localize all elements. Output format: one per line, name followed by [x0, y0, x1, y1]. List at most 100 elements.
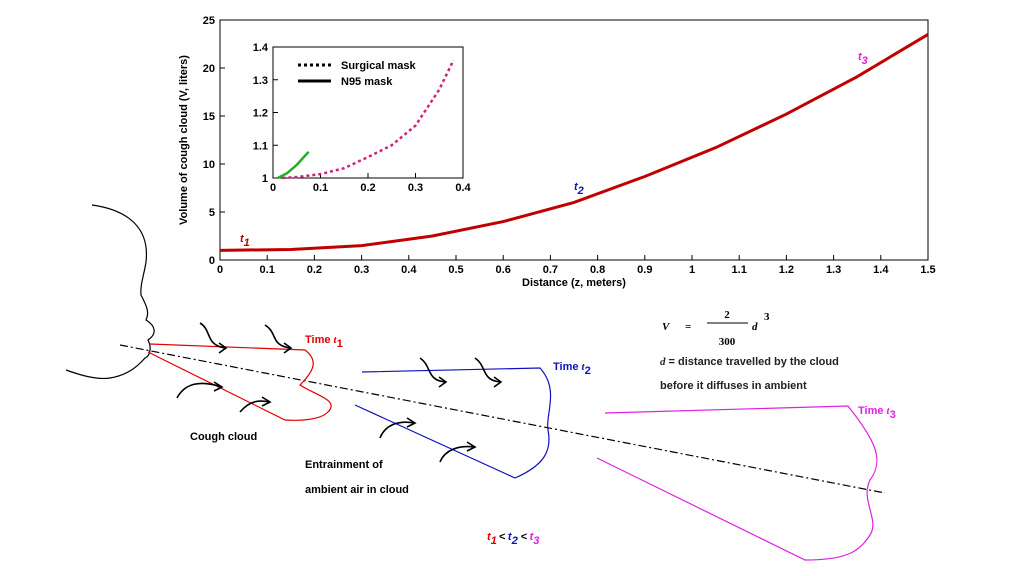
diagram-label: ambient air in cloud	[305, 484, 409, 496]
x-tick-label: 0.3	[408, 182, 423, 194]
x-tick-label: 1.1	[732, 264, 747, 276]
legend-label: N95 mask	[341, 76, 393, 88]
y-tick-label: 1	[262, 173, 268, 185]
x-tick-label: 0.8	[590, 264, 605, 276]
text-part: Time	[858, 405, 887, 417]
diagram-label: t1	[487, 531, 497, 547]
x-tick-label: 1.5	[920, 264, 935, 276]
text-part: t	[487, 531, 492, 543]
sub-part: 2	[585, 365, 591, 377]
cloud-t2	[354, 367, 552, 479]
x-tick-label: 0	[217, 264, 223, 276]
eq-lhs: V	[662, 321, 671, 333]
diagram-label: Time t2	[553, 361, 591, 377]
text-part: ambient air in cloud	[305, 484, 409, 496]
arrows	[176, 322, 503, 463]
y-tick-label: 0	[209, 255, 215, 267]
series-line	[282, 59, 455, 180]
text-part: Entrainment of	[305, 459, 383, 471]
series-line	[219, 33, 929, 252]
x-tick-label: 1	[689, 264, 695, 276]
text-part: Time	[553, 361, 582, 373]
y-tick-label: 15	[203, 111, 215, 123]
text-part: <	[521, 531, 528, 543]
diagram-label: Time t3	[858, 405, 896, 421]
x-tick-label: 0.2	[360, 182, 375, 194]
var-part: t	[582, 361, 586, 373]
eq-exp: 3	[764, 311, 770, 323]
eq-den: 300	[719, 336, 736, 348]
text-part: before it diffuses in ambient	[660, 380, 807, 392]
sub-part: 1	[491, 535, 497, 547]
x-tick-label: 0.1	[313, 182, 328, 194]
x-axis-label: Distance (z, meters)	[522, 277, 626, 289]
x-tick-label: 0.1	[260, 264, 275, 276]
text-part: Time	[305, 334, 334, 346]
sub-part: 3	[533, 535, 540, 547]
diagram-label: Cough cloud	[190, 431, 257, 443]
text-part: <	[499, 531, 506, 543]
x-tick-label: 0	[270, 182, 276, 194]
diagram-drawing	[65, 204, 886, 561]
annotation: t2	[574, 181, 584, 197]
diagram-label: d = distance travelled by the cloud	[660, 356, 839, 368]
charts: 0 0.1 0.2 0.3 0.4 0.5 0.6 0.7 0.8 0.9 1 1.1 1.2 1.3 1.…	[178, 15, 936, 289]
y-tick-label: 20	[203, 63, 215, 75]
face	[65, 204, 155, 380]
diagram-label: before it diffuses in ambient	[660, 380, 807, 392]
text-part: t	[530, 531, 535, 543]
y-tick-label: 10	[203, 159, 215, 171]
y-tick-label: 1.4	[253, 42, 269, 54]
annotation-sub: 1	[244, 237, 250, 249]
var-part: t	[887, 405, 891, 417]
var-part: d	[660, 356, 666, 368]
x-tick-label: 1.4	[873, 264, 889, 276]
eq-var: d	[752, 321, 758, 333]
text-part: Cough cloud	[190, 431, 257, 443]
trajectory	[119, 344, 886, 494]
x-tick-label: 0.3	[354, 264, 369, 276]
diagram-label: <	[499, 531, 506, 543]
eq-equals: =	[685, 321, 691, 333]
x-tick-label: 0.4	[401, 264, 417, 276]
diagram-label: <	[521, 531, 528, 543]
annotation-var: t	[574, 181, 579, 193]
var-part: t	[334, 334, 338, 346]
diagram-label: t3	[530, 531, 541, 547]
series-line	[277, 150, 310, 180]
y-tick-label: 1.2	[253, 108, 268, 120]
diagram-label: Time t1	[305, 334, 343, 350]
cloud-t1	[147, 343, 332, 421]
sub-part: 1	[337, 338, 343, 350]
x-tick-label: 1.3	[826, 264, 841, 276]
y-tick-label: 25	[203, 15, 215, 27]
legend-label: Surgical mask	[341, 60, 416, 72]
sub-part: 2	[511, 535, 519, 547]
cloud-t3	[596, 405, 878, 561]
x-tick-label: 0.7	[543, 264, 558, 276]
x-tick-label: 0.9	[637, 264, 652, 276]
annotation-sub: 2	[577, 185, 584, 197]
sub-part: 3	[890, 409, 896, 421]
annotation: t3	[858, 51, 868, 67]
y-axis-label: Volume of cough cloud (V, liters)	[178, 55, 190, 225]
annotation-sub: 3	[862, 55, 868, 67]
x-tick-label: 0.5	[448, 264, 463, 276]
text-part: t	[508, 531, 513, 543]
eq-num: 2	[724, 309, 730, 321]
y-tick-label: 5	[209, 207, 215, 219]
annotation-var: t	[240, 233, 245, 245]
x-tick-label: 0.4	[455, 182, 471, 194]
diagram-label: Entrainment of	[305, 459, 383, 471]
annotation: t1	[240, 233, 250, 249]
x-tick-label: 0.2	[307, 264, 322, 276]
x-tick-label: 0.6	[496, 264, 511, 276]
annotation-var: t	[858, 51, 863, 63]
text-part: = distance travelled by the cloud	[666, 356, 839, 368]
diagram-label: t2	[508, 531, 519, 547]
y-tick-label: 1.1	[253, 140, 268, 152]
y-tick-label: 1.3	[253, 75, 268, 87]
x-tick-label: 1.2	[779, 264, 794, 276]
